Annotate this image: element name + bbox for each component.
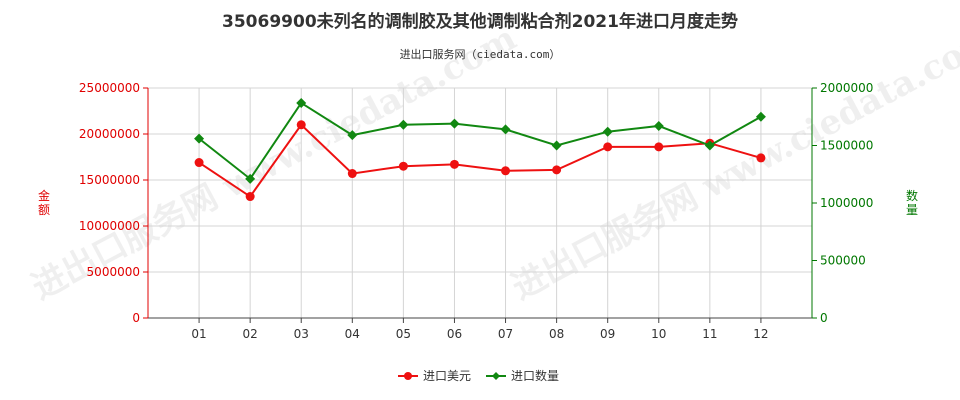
x-tick-label: 03 xyxy=(294,327,309,341)
chart-subtitle: 进出口服务网（ciedata.com） xyxy=(400,47,561,61)
series-1-point xyxy=(398,161,408,171)
series-2-point xyxy=(194,133,205,144)
y-right-tick-label: 2000000 xyxy=(820,81,873,95)
y-left-tick-label: 15000000 xyxy=(79,173,140,187)
legend-label: 进口美元 xyxy=(423,369,471,383)
x-tick-label: 08 xyxy=(549,327,564,341)
legend-item-1[interactable]: 进口美元 xyxy=(398,369,471,383)
y-right-tick-label: 1000000 xyxy=(820,196,873,210)
series-2-point xyxy=(398,119,409,130)
series-2-point xyxy=(704,140,715,151)
series-1-point xyxy=(603,142,613,152)
series-1-point xyxy=(654,142,664,152)
x-tick-label: 02 xyxy=(243,327,258,341)
legend-marker xyxy=(492,372,500,380)
series-1-point xyxy=(194,158,204,168)
series-1-point xyxy=(449,159,459,169)
series-1-point xyxy=(347,169,357,179)
series-2-point xyxy=(551,140,562,151)
series-2-point xyxy=(602,126,613,137)
legend-label: 进口数量 xyxy=(511,368,559,383)
y-left-axis-title: 金额 xyxy=(38,188,50,217)
x-tick-label: 05 xyxy=(396,327,411,341)
legend: 进口美元 进口数量 xyxy=(398,368,559,383)
x-tick-label: 11 xyxy=(702,327,717,341)
series-2-point xyxy=(245,173,256,184)
y-right-tick-label: 500000 xyxy=(820,254,866,268)
chart-title: 35069900未列名的调制胶及其他调制粘合剂2021年进口月度走势 xyxy=(222,11,738,32)
series-2-point xyxy=(500,124,511,135)
x-tick-label: 06 xyxy=(447,327,462,341)
y-left-tick-label: 10000000 xyxy=(79,219,140,233)
series-2-point xyxy=(449,118,460,129)
axes: 0500000010000000150000002000000025000000… xyxy=(38,81,918,341)
x-tick-label: 04 xyxy=(345,327,360,341)
grid xyxy=(148,87,813,318)
y-left-tick-label: 0 xyxy=(132,311,140,325)
x-tick-label: 09 xyxy=(600,327,615,341)
series-1-point xyxy=(296,120,306,130)
x-tick-label: 01 xyxy=(191,327,206,341)
legend-item-2[interactable]: 进口数量 xyxy=(486,368,559,383)
y-right-tick-label: 1500000 xyxy=(820,139,873,153)
series-2-point xyxy=(296,97,307,108)
y-right-tick-label: 0 xyxy=(820,311,828,325)
series-2-point xyxy=(755,111,766,122)
y-left-tick-label: 5000000 xyxy=(87,265,140,279)
series-line-2 xyxy=(198,101,762,181)
x-tick-label: 12 xyxy=(753,327,768,341)
x-tick-label: 07 xyxy=(498,327,513,341)
legend-marker xyxy=(404,372,412,380)
series-2-point xyxy=(653,120,664,131)
x-tick-label: 10 xyxy=(651,327,666,341)
series-2-point xyxy=(347,130,358,141)
y-left-tick-label: 25000000 xyxy=(79,81,140,95)
series-1-point xyxy=(501,166,511,176)
y-right-axis-title: 数量 xyxy=(906,188,918,217)
series-1-point xyxy=(552,165,562,175)
series-1-point xyxy=(245,192,255,202)
y-left-tick-label: 20000000 xyxy=(79,127,140,141)
series-1-point xyxy=(756,153,766,163)
series-line-1 xyxy=(198,123,762,198)
series xyxy=(194,97,766,202)
